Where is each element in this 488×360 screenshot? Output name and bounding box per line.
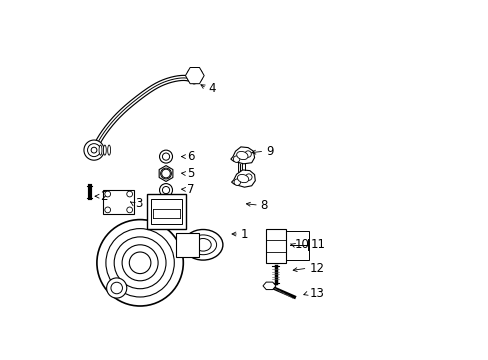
Circle shape bbox=[114, 237, 166, 289]
Circle shape bbox=[91, 147, 97, 153]
Text: 4: 4 bbox=[208, 82, 216, 95]
Circle shape bbox=[245, 174, 251, 180]
Polygon shape bbox=[185, 67, 204, 84]
Polygon shape bbox=[263, 282, 275, 289]
Bar bbox=[146, 194, 186, 229]
Circle shape bbox=[234, 179, 240, 185]
Circle shape bbox=[190, 71, 199, 80]
Text: 12: 12 bbox=[309, 262, 324, 275]
Circle shape bbox=[84, 140, 104, 160]
Circle shape bbox=[106, 229, 174, 297]
Circle shape bbox=[162, 169, 170, 178]
Polygon shape bbox=[230, 147, 254, 164]
Ellipse shape bbox=[107, 145, 110, 155]
Ellipse shape bbox=[236, 152, 247, 159]
Bar bbox=[151, 199, 182, 224]
Text: 13: 13 bbox=[309, 287, 324, 300]
Bar bbox=[103, 190, 134, 214]
Ellipse shape bbox=[195, 238, 211, 251]
Circle shape bbox=[233, 156, 239, 162]
Text: 3: 3 bbox=[134, 197, 142, 210]
Text: 6: 6 bbox=[186, 150, 194, 163]
Circle shape bbox=[87, 144, 101, 157]
Circle shape bbox=[122, 245, 158, 281]
Bar bbox=[285, 231, 309, 260]
Text: 5: 5 bbox=[186, 167, 194, 180]
Polygon shape bbox=[159, 166, 173, 181]
Circle shape bbox=[159, 184, 172, 197]
Circle shape bbox=[244, 151, 251, 157]
Text: 11: 11 bbox=[310, 238, 325, 251]
Circle shape bbox=[104, 207, 110, 213]
Bar bbox=[176, 233, 199, 257]
Circle shape bbox=[126, 191, 132, 197]
Ellipse shape bbox=[99, 145, 102, 155]
Text: 1: 1 bbox=[241, 228, 248, 240]
Circle shape bbox=[162, 186, 169, 194]
Polygon shape bbox=[231, 170, 255, 187]
Text: 7: 7 bbox=[186, 183, 194, 196]
Ellipse shape bbox=[189, 235, 216, 255]
Circle shape bbox=[129, 252, 151, 274]
Circle shape bbox=[111, 282, 122, 294]
Bar bbox=[265, 229, 285, 263]
Circle shape bbox=[126, 207, 132, 213]
Ellipse shape bbox=[237, 175, 248, 183]
Circle shape bbox=[159, 150, 172, 163]
Text: 8: 8 bbox=[260, 199, 267, 212]
Circle shape bbox=[162, 153, 169, 160]
Text: 10: 10 bbox=[294, 238, 309, 251]
Circle shape bbox=[104, 191, 110, 197]
Circle shape bbox=[186, 68, 203, 84]
Text: 9: 9 bbox=[265, 145, 273, 158]
Circle shape bbox=[97, 220, 183, 306]
Ellipse shape bbox=[103, 145, 106, 155]
Ellipse shape bbox=[183, 230, 223, 260]
Circle shape bbox=[106, 278, 126, 298]
Text: 2: 2 bbox=[101, 190, 108, 203]
